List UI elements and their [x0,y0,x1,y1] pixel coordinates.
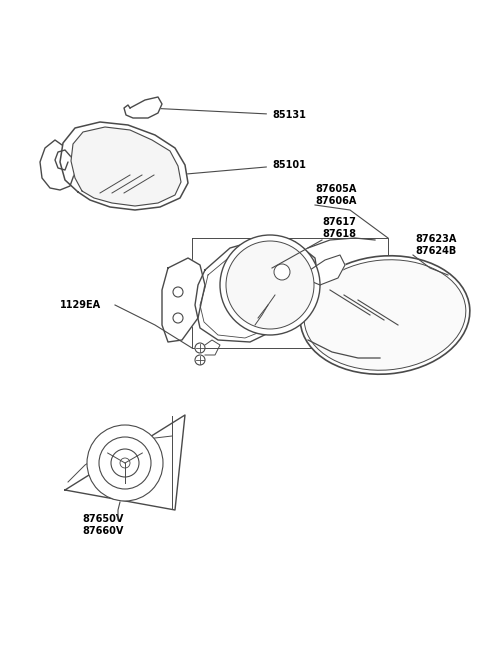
Circle shape [120,458,130,468]
Text: 87617
87618: 87617 87618 [322,217,356,239]
Circle shape [173,287,183,297]
Circle shape [87,425,163,501]
Circle shape [274,264,290,280]
Circle shape [111,449,139,477]
Circle shape [220,235,320,335]
Circle shape [226,241,314,329]
Circle shape [195,343,205,353]
Text: 87623A
87624B: 87623A 87624B [415,234,456,256]
Text: 1129EA: 1129EA [60,300,101,310]
Polygon shape [71,127,181,206]
Circle shape [195,355,205,365]
Polygon shape [40,140,75,190]
Polygon shape [65,415,185,510]
Polygon shape [195,238,318,342]
Text: 87650V
87660V: 87650V 87660V [82,514,123,536]
Text: 87605A
87606A: 87605A 87606A [315,184,356,206]
Circle shape [173,313,183,323]
Ellipse shape [300,255,470,374]
Circle shape [99,437,151,489]
Text: 85131: 85131 [151,108,306,120]
Polygon shape [124,97,162,118]
Ellipse shape [304,260,466,370]
Polygon shape [162,258,205,342]
Polygon shape [60,122,188,210]
Text: 85101: 85101 [178,160,306,175]
Polygon shape [305,255,345,285]
